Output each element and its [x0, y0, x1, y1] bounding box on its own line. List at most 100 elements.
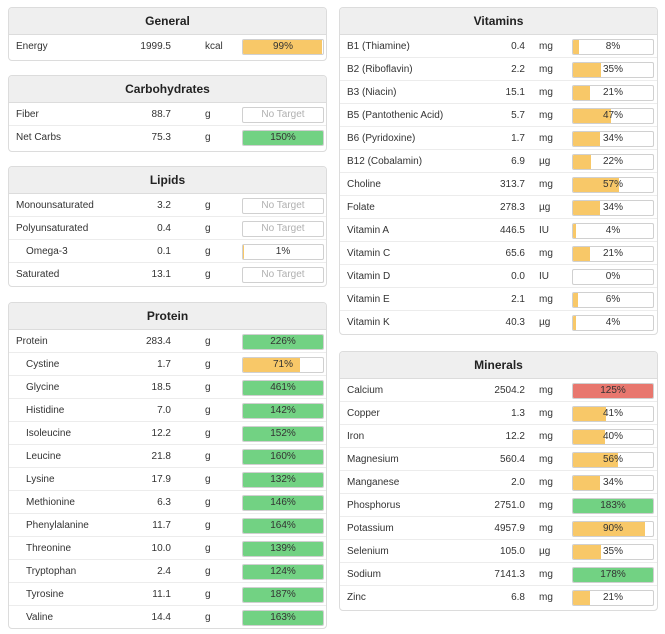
nutrient-unit: g [205, 246, 211, 257]
nutrient-amount: 283.4 [145, 336, 171, 347]
nutrient-name: Polyunsaturated [16, 223, 89, 234]
progress-fill [243, 381, 323, 395]
target-progress-bar: 1% [242, 244, 324, 260]
nutrient-row-monounsaturated[interactable]: Monounsaturated 3.2 g No Target [9, 194, 326, 217]
nutrient-row-valine[interactable]: Valine 14.4 g 163% [9, 606, 326, 628]
target-percent: 152% [270, 428, 296, 439]
nutrient-row-b3-niacin[interactable]: B3 (Niacin) 15.1 mg 21% [340, 81, 657, 104]
nutrient-row-calcium[interactable]: Calcium 2504.2 mg 125% [340, 379, 657, 402]
nutrient-row-threonine[interactable]: Threonine 10.0 g 139% [9, 537, 326, 560]
nutrient-amount: 2751.0 [494, 500, 525, 511]
nutrient-name: Monounsaturated [16, 200, 94, 211]
nutrient-row-zinc[interactable]: Zinc 6.8 mg 21% [340, 586, 657, 609]
nutrient-row-polyunsaturated[interactable]: Polyunsaturated 0.4 g No Target [9, 217, 326, 240]
nutrient-unit: g [205, 405, 211, 416]
target-percent: 164% [270, 520, 296, 531]
nutrient-name: Vitamin E [347, 294, 390, 305]
nutrient-unit: g [205, 543, 211, 554]
nutrient-row-vitamin-k[interactable]: Vitamin K 40.3 µg 4% [340, 311, 657, 334]
nutrient-row-protein[interactable]: Protein 283.4 g 226% [9, 330, 326, 353]
nutrient-row-vitamin-e[interactable]: Vitamin E 2.1 mg 6% [340, 288, 657, 311]
nutrient-name: Vitamin A [347, 225, 390, 236]
nutrient-row-energy[interactable]: Energy 1999.5 kcal 99% [9, 35, 326, 58]
nutrient-row-net-carbs[interactable]: Net Carbs 75.3 g 150% [9, 126, 326, 149]
nutrient-row-methionine[interactable]: Methionine 6.3 g 146% [9, 491, 326, 514]
nutrient-amount: 15.1 [505, 87, 525, 98]
nutrient-row-vitamin-a[interactable]: Vitamin A 446.5 IU 4% [340, 219, 657, 242]
nutrient-row-magnesium[interactable]: Magnesium 560.4 mg 56% [340, 448, 657, 471]
nutrient-row-b2-riboflavin[interactable]: B2 (Riboflavin) 2.2 mg 35% [340, 58, 657, 81]
nutrient-row-b6-pyridoxine[interactable]: B6 (Pyridoxine) 1.7 mg 34% [340, 127, 657, 150]
nutrient-name: Glycine [26, 382, 60, 393]
nutrient-amount: 1.3 [511, 408, 525, 419]
nutrient-row-choline[interactable]: Choline 313.7 mg 57% [340, 173, 657, 196]
nutrient-name: Manganese [347, 477, 400, 488]
nutrient-amount: 1999.5 [140, 41, 171, 52]
nutrient-row-phosphorus[interactable]: Phosphorus 2751.0 mg 183% [340, 494, 657, 517]
nutrient-row-b12-cobalamin[interactable]: B12 (Cobalamin) 6.9 µg 22% [340, 150, 657, 173]
target-progress-bar: No Target [242, 221, 324, 237]
nutrient-row-selenium[interactable]: Selenium 105.0 µg 35% [340, 540, 657, 563]
progress-fill [573, 568, 653, 582]
progress-fill [243, 565, 323, 579]
nutrient-row-sodium[interactable]: Sodium 7141.3 mg 178% [340, 563, 657, 586]
nutrient-unit: mg [539, 294, 553, 305]
nutrient-row-tyrosine[interactable]: Tyrosine 11.1 g 187% [9, 583, 326, 606]
nutrient-row-lysine[interactable]: Lysine 17.9 g 132% [9, 468, 326, 491]
target-progress-bar: 160% [242, 449, 324, 465]
nutrient-unit: mg [539, 87, 553, 98]
nutrient-unit: mg [539, 110, 553, 121]
nutrient-row-iron[interactable]: Iron 12.2 mg 40% [340, 425, 657, 448]
nutrient-amount: 2504.2 [494, 385, 525, 396]
target-progress-bar: 0% [572, 269, 654, 285]
nutrient-amount: 0.0 [511, 271, 525, 282]
nutrient-unit: g [205, 451, 211, 462]
target-progress-bar: 40% [572, 429, 654, 445]
nutrient-row-b5-pantothenic-acid[interactable]: B5 (Pantothenic Acid) 5.7 mg 47% [340, 104, 657, 127]
nutrient-name: Lysine [26, 474, 55, 485]
target-progress-bar: 71% [242, 357, 324, 373]
nutrient-name: Magnesium [347, 454, 399, 465]
nutrient-amount: 560.4 [499, 454, 525, 465]
nutrient-row-isoleucine[interactable]: Isoleucine 12.2 g 152% [9, 422, 326, 445]
nutrient-row-b1-thiamine[interactable]: B1 (Thiamine) 0.4 mg 8% [340, 35, 657, 58]
target-percent: 4% [605, 225, 621, 236]
nutrient-row-copper[interactable]: Copper 1.3 mg 41% [340, 402, 657, 425]
nutrient-row-omega-3[interactable]: Omega-3 0.1 g 1% [9, 240, 326, 263]
nutrient-row-manganese[interactable]: Manganese 2.0 mg 34% [340, 471, 657, 494]
target-progress-bar: 90% [572, 521, 654, 537]
nutrient-row-fiber[interactable]: Fiber 88.7 g No Target [9, 103, 326, 126]
nutrient-row-glycine[interactable]: Glycine 18.5 g 461% [9, 376, 326, 399]
nutrient-amount: 12.2 [151, 428, 171, 439]
nutrient-name: Phenylalanine [26, 520, 89, 531]
nutrient-row-leucine[interactable]: Leucine 21.8 g 160% [9, 445, 326, 468]
target-progress-bar: No Target [242, 107, 324, 123]
nutrient-name: Phosphorus [347, 500, 401, 511]
progress-fill [573, 476, 601, 490]
nutrient-amount: 40.3 [505, 317, 525, 328]
nutrient-row-tryptophan[interactable]: Tryptophan 2.4 g 124% [9, 560, 326, 583]
nutrient-amount: 105.0 [499, 546, 525, 557]
nutrient-amount: 2.1 [511, 294, 525, 305]
nutrient-row-vitamin-d[interactable]: Vitamin D 0.0 IU 0% [340, 265, 657, 288]
nutrient-row-vitamin-c[interactable]: Vitamin C 65.6 mg 21% [340, 242, 657, 265]
progress-fill [573, 430, 605, 444]
nutrient-row-phenylalanine[interactable]: Phenylalanine 11.7 g 164% [9, 514, 326, 537]
nutrient-row-potassium[interactable]: Potassium 4957.9 mg 90% [340, 517, 657, 540]
progress-fill [243, 588, 323, 602]
nutrient-amount: 75.3 [151, 132, 171, 143]
target-progress-bar: 57% [572, 177, 654, 193]
nutrient-amount: 4957.9 [494, 523, 525, 534]
general-panel: General Energy 1999.5 kcal 99% [8, 7, 327, 61]
nutrient-row-folate[interactable]: Folate 278.3 µg 34% [340, 196, 657, 219]
nutrient-unit: g [205, 109, 211, 120]
nutrient-row-saturated[interactable]: Saturated 13.1 g No Target [9, 263, 326, 286]
nutrient-row-cystine[interactable]: Cystine 1.7 g 71% [9, 353, 326, 376]
nutrient-amount: 278.3 [499, 202, 525, 213]
nutrient-row-histidine[interactable]: Histidine 7.0 g 142% [9, 399, 326, 422]
target-progress-bar: 6% [572, 292, 654, 308]
nutrient-name: Cystine [26, 359, 60, 370]
progress-fill [573, 178, 619, 192]
nutrient-amount: 11.7 [152, 520, 171, 531]
progress-fill [573, 247, 590, 261]
